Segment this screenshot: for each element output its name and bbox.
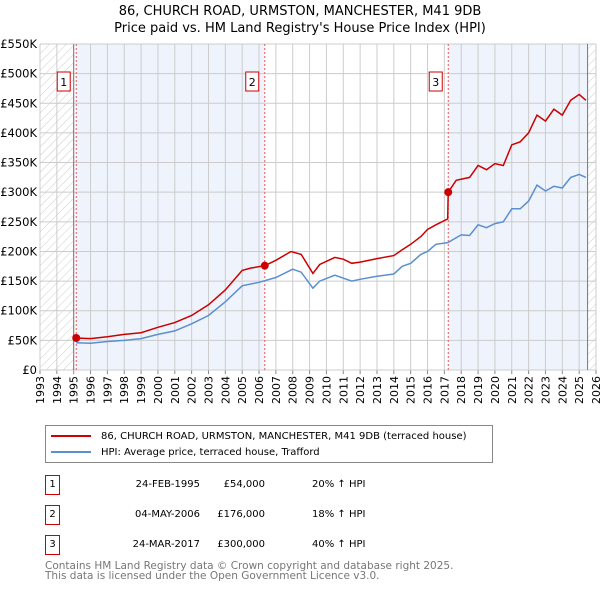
x-tick-label: 2021 bbox=[506, 376, 519, 404]
x-tick-label: 2022 bbox=[523, 376, 536, 404]
x-tick-label: 2017 bbox=[438, 376, 451, 404]
legend-red-line bbox=[51, 435, 91, 437]
x-tick-label: 2011 bbox=[337, 376, 350, 404]
sale-marker: 3 bbox=[45, 535, 60, 555]
y-tick-label: £400K bbox=[0, 126, 37, 140]
x-tick-label: 2019 bbox=[472, 376, 485, 404]
x-tick-label: 2003 bbox=[202, 376, 215, 404]
sale-hpi: 20% ↑ HPI bbox=[312, 479, 366, 490]
x-tick-label: 2025 bbox=[573, 376, 586, 404]
y-tick-label: £500K bbox=[0, 67, 37, 81]
shade-band bbox=[76, 44, 265, 370]
chart-subtitle: Price paid vs. HM Land Registry's House … bbox=[114, 21, 486, 36]
x-tick-label: 2020 bbox=[489, 376, 502, 404]
sale-marker: 1 bbox=[45, 475, 60, 495]
x-tick-label: 2006 bbox=[253, 376, 266, 404]
legend-blue-line bbox=[51, 451, 91, 453]
x-tick-label: 1993 bbox=[34, 376, 47, 404]
x-tick-label: 2009 bbox=[304, 376, 317, 404]
footer-licence: This data is licensed under the Open Gov… bbox=[45, 570, 380, 582]
x-tick-label: 2012 bbox=[354, 376, 367, 404]
sale-point bbox=[72, 333, 81, 342]
sale-label-box bbox=[245, 71, 260, 92]
sale-row: 2 04-MAY-2006 £176,000 18% ↑ HPI bbox=[45, 505, 505, 525]
y-tick-label: £200K bbox=[0, 244, 37, 258]
x-tick-label: 2018 bbox=[455, 376, 468, 404]
series-line bbox=[76, 173, 587, 345]
y-tick-label: £250K bbox=[0, 215, 37, 229]
x-tick-label: 2026 bbox=[590, 376, 600, 404]
y-tick-label: £100K bbox=[0, 304, 37, 318]
y-tick-label: £300K bbox=[0, 185, 37, 199]
y-tick-label: £150K bbox=[0, 274, 37, 288]
x-tick-label: 1998 bbox=[118, 376, 131, 404]
x-tick-label: 2014 bbox=[388, 376, 401, 404]
x-tick-label: 2010 bbox=[320, 376, 333, 404]
y-tick-label: £50K bbox=[8, 333, 38, 347]
sale-point bbox=[444, 188, 453, 197]
x-tick-label: 2005 bbox=[236, 376, 249, 404]
y-tick-label: £0 bbox=[22, 363, 37, 377]
x-tick-label: 2007 bbox=[270, 376, 283, 404]
legend: 86, CHURCH ROAD, URMSTON, MANCHESTER, M4… bbox=[45, 425, 493, 463]
sale-label: 3 bbox=[432, 76, 439, 89]
x-tick-label: 2013 bbox=[371, 376, 384, 404]
sale-point bbox=[260, 261, 269, 270]
x-tick-label: 2016 bbox=[422, 376, 435, 404]
x-tick-label: 2008 bbox=[287, 376, 300, 404]
x-tick-label: 1999 bbox=[135, 376, 148, 404]
sale-date: 24-MAR-2017 bbox=[132, 539, 200, 550]
legend-item-hpi: HPI: Average price, terraced house, Traf… bbox=[101, 446, 320, 458]
x-tick-label: 2023 bbox=[539, 376, 552, 404]
sale-price: £54,000 bbox=[223, 479, 265, 490]
sale-label-box bbox=[56, 71, 71, 92]
sale-row: 1 24-FEB-1995 £54,000 20% ↑ HPI bbox=[45, 475, 505, 495]
legend-item-property: 86, CHURCH ROAD, URMSTON, MANCHESTER, M4… bbox=[101, 430, 467, 442]
sale-price: £300,000 bbox=[217, 539, 265, 550]
y-tick-label: £550K bbox=[0, 37, 37, 51]
x-tick-label: 1996 bbox=[85, 376, 98, 404]
sale-date: 04-MAY-2006 bbox=[134, 509, 200, 520]
x-tick-label: 2024 bbox=[556, 376, 569, 404]
price-chart: 1993 1994 1995 1996 1997 1998 1999 2000 2001 2002… bbox=[0, 37, 600, 404]
y-tick-label: £350K bbox=[0, 156, 37, 170]
chart-title: 86, CHURCH ROAD, URMSTON, MANCHESTER, M4… bbox=[118, 4, 482, 19]
hatch-after-data bbox=[587, 44, 596, 370]
sale-date: 24-FEB-1995 bbox=[135, 479, 200, 490]
y-tick-label: £450K bbox=[0, 96, 37, 110]
x-tick-label: 2004 bbox=[219, 376, 232, 404]
footer-copyright: Contains HM Land Registry data © Crown c… bbox=[45, 560, 454, 572]
sale-row: 3 24-MAR-2017 £300,000 40% ↑ HPI bbox=[45, 535, 505, 555]
x-tick-label: 1994 bbox=[51, 376, 64, 404]
x-tick-label: 2015 bbox=[405, 376, 418, 404]
x-tick-label: 1997 bbox=[101, 376, 114, 404]
series-line bbox=[76, 93, 587, 340]
x-tick-label: 2001 bbox=[169, 376, 182, 404]
sale-label-box bbox=[428, 71, 443, 92]
sale-hpi: 40% ↑ HPI bbox=[312, 539, 366, 550]
x-tick-label: 2000 bbox=[152, 376, 165, 404]
sale-label: 1 bbox=[60, 76, 67, 89]
sale-marker: 2 bbox=[45, 505, 60, 525]
sale-label: 2 bbox=[249, 76, 256, 89]
sale-hpi: 18% ↑ HPI bbox=[312, 509, 366, 520]
x-tick-label: 2002 bbox=[186, 376, 199, 404]
shade-band bbox=[448, 44, 588, 370]
x-tick-label: 1995 bbox=[68, 376, 81, 404]
sale-price: £176,000 bbox=[217, 509, 265, 520]
footer: Contains HM Land Registry data © Crown c… bbox=[45, 560, 454, 582]
